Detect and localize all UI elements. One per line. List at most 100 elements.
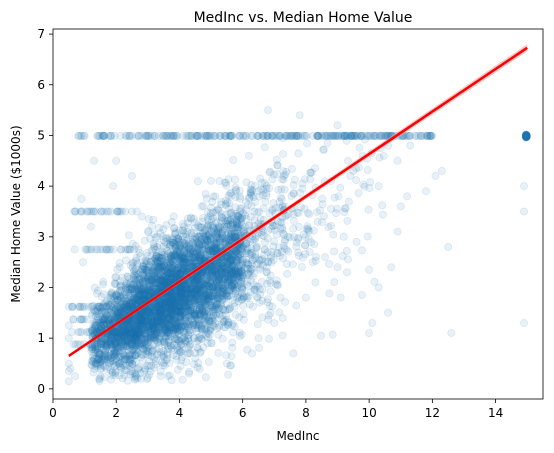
scatter-point	[203, 237, 212, 246]
scatter-point	[238, 255, 247, 264]
scatter-point	[229, 156, 238, 165]
scatter-point	[355, 143, 364, 152]
scatter-point	[173, 325, 182, 334]
scatter-point	[183, 227, 192, 236]
scatter-point	[318, 200, 327, 209]
scatter-point	[156, 312, 165, 321]
scatter-point	[311, 252, 320, 261]
scatter-point	[192, 295, 201, 304]
scatter-point	[132, 279, 141, 288]
scatter-point	[185, 349, 194, 358]
scatter-point	[149, 323, 158, 332]
scatter-point	[221, 178, 230, 187]
scatter-point	[185, 279, 194, 288]
scatter-point	[160, 353, 169, 362]
scatter-point	[198, 213, 207, 222]
scatter-point	[194, 232, 203, 241]
scatter-point	[303, 222, 312, 231]
scatter-point	[193, 363, 202, 372]
scatter-point	[238, 209, 247, 218]
scatter-point	[125, 351, 134, 360]
scatter-point	[149, 245, 158, 254]
scatter-point	[244, 151, 253, 160]
scatter-point	[188, 282, 197, 291]
scatter-point	[289, 210, 298, 219]
scatter-point	[235, 313, 244, 322]
scatter-point	[336, 183, 345, 192]
scatter-point	[173, 344, 182, 353]
scatter-point	[223, 277, 232, 286]
scatter-point	[294, 149, 303, 158]
scatter-point	[156, 336, 165, 345]
scatter-point	[221, 196, 230, 205]
scatter-point	[298, 253, 307, 262]
scatter-point	[95, 375, 104, 384]
scatter-point	[205, 308, 214, 317]
scatter-point	[178, 289, 187, 298]
scatter-point	[148, 279, 157, 288]
scatter-point	[209, 192, 218, 201]
scatter-point	[318, 194, 327, 203]
scatter-point	[149, 278, 158, 287]
scatter-point	[332, 209, 341, 218]
scatter-point	[306, 168, 315, 177]
scatter-point	[110, 280, 119, 289]
scatter-point	[99, 277, 108, 286]
scatter-point	[159, 242, 168, 251]
scatter-point	[184, 326, 193, 335]
scatter-point	[94, 347, 103, 356]
scatter-point	[248, 265, 257, 274]
scatter-point	[111, 328, 120, 337]
scatter-point	[144, 315, 153, 324]
scatter-point	[237, 330, 246, 339]
scatter-point	[203, 248, 212, 257]
scatter-point	[378, 210, 387, 219]
scatter-point	[228, 279, 237, 288]
scatter-point	[175, 312, 184, 321]
scatter-point	[277, 185, 286, 194]
scatter-point	[330, 193, 339, 202]
scatter-point	[329, 247, 338, 256]
scatter-point	[177, 288, 186, 297]
scatter-point	[133, 285, 142, 294]
scatter-point	[116, 294, 125, 303]
scatter-point	[266, 278, 275, 287]
scatter-point	[230, 250, 239, 259]
scatter-point	[96, 365, 105, 374]
scatter-point	[189, 262, 198, 271]
scatter-point	[186, 290, 195, 299]
scatter-point	[118, 336, 127, 345]
scatter-point	[157, 304, 166, 313]
scatter-point	[172, 233, 181, 242]
scatter-point	[319, 145, 328, 154]
scatter-point	[159, 302, 168, 311]
scatter-point	[303, 139, 312, 148]
scatter-point	[161, 332, 170, 341]
scatter-point	[266, 287, 275, 296]
scatter-point	[275, 308, 284, 317]
scatter-point	[213, 232, 222, 241]
scatter-point	[187, 214, 196, 223]
scatter-point	[201, 240, 210, 249]
scatter-point	[197, 202, 206, 211]
scatter-point	[186, 311, 195, 320]
scatter-point	[378, 201, 387, 210]
scatter-point	[326, 221, 335, 230]
scatter-point	[152, 299, 161, 308]
scatter-point	[193, 177, 202, 186]
scatter-point	[294, 222, 303, 231]
scatter-point	[97, 292, 106, 301]
scatter-point	[218, 229, 227, 238]
scatter-point	[197, 272, 206, 281]
scatter-point	[156, 300, 165, 309]
scatter-point	[260, 238, 269, 247]
scatter-point	[145, 370, 154, 379]
scatter-point	[161, 298, 170, 307]
scatter-point	[122, 324, 131, 333]
scatter-point	[294, 234, 303, 243]
scatter-point	[165, 301, 174, 310]
scatter-point	[278, 331, 287, 340]
scatter-point	[261, 197, 270, 206]
scatter-point	[113, 292, 122, 301]
scatter-point	[211, 239, 220, 248]
